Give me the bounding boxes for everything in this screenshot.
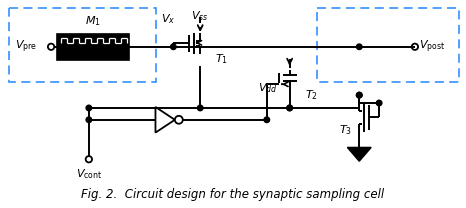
Circle shape	[198, 105, 203, 111]
Text: $M_1$: $M_1$	[85, 14, 101, 28]
Circle shape	[86, 117, 92, 123]
Circle shape	[287, 105, 293, 111]
Polygon shape	[347, 147, 371, 161]
Circle shape	[356, 92, 362, 98]
Text: $V_{\rm pre}$: $V_{\rm pre}$	[15, 38, 37, 55]
Bar	[57, 34, 129, 60]
Text: $T_2$: $T_2$	[305, 88, 317, 102]
Circle shape	[287, 105, 293, 111]
Bar	[317, 8, 459, 82]
Text: Fig. 2.  Circuit design for the synaptic sampling cell: Fig. 2. Circuit design for the synaptic …	[82, 188, 384, 201]
Text: $T_1$: $T_1$	[215, 52, 228, 66]
Text: $T_3$: $T_3$	[339, 123, 352, 137]
Circle shape	[171, 44, 176, 50]
Polygon shape	[156, 107, 175, 133]
Circle shape	[86, 105, 92, 111]
Text: $V_{\rm cont}$: $V_{\rm cont}$	[75, 167, 102, 181]
Text: $V_{ss}$: $V_{ss}$	[192, 9, 209, 23]
Text: $V_{dd}$: $V_{dd}$	[258, 81, 277, 95]
Circle shape	[356, 92, 362, 98]
Text: $V_{\rm post}$: $V_{\rm post}$	[419, 38, 445, 55]
Circle shape	[356, 44, 362, 50]
Bar	[9, 8, 157, 82]
Circle shape	[264, 117, 269, 123]
Text: $V_x$: $V_x$	[161, 12, 176, 26]
Circle shape	[377, 100, 382, 106]
